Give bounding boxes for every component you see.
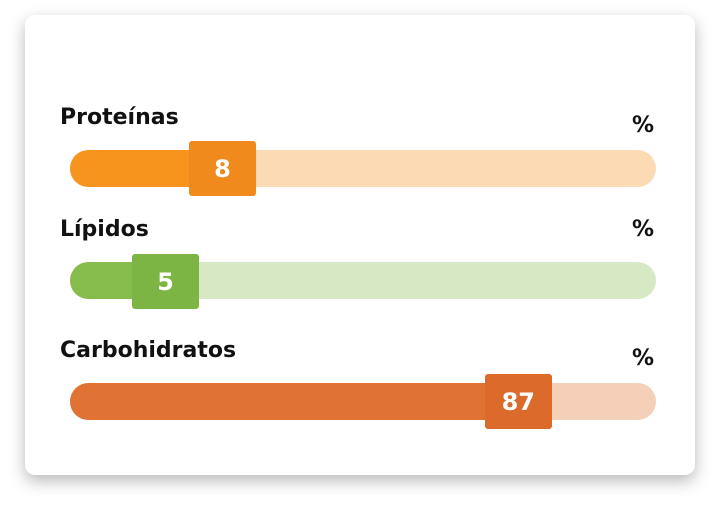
nutrient-card: Proteínas % 8 Lípidos % 5 Carbohidratos … [25, 15, 695, 475]
slider-label: Carbohidratos [60, 338, 237, 363]
unit-label: % [631, 113, 654, 138]
unit-label: % [631, 346, 654, 371]
slider-label: Lípidos [60, 217, 149, 242]
slider-track[interactable] [70, 383, 656, 420]
slider-row-carbohidratos: Carbohidratos % 87 [25, 338, 695, 438]
slider-thumb[interactable]: 87 [484, 374, 552, 429]
slider-row-proteinas: Proteínas % 8 [25, 105, 695, 205]
slider-track[interactable] [70, 150, 656, 187]
unit-label: % [631, 217, 654, 242]
slider-fill [70, 383, 519, 420]
slider-label: Proteínas [60, 105, 179, 130]
slider-thumb[interactable]: 8 [189, 141, 256, 196]
slider-row-lipidos: Lípidos % 5 [25, 217, 695, 317]
slider-thumb[interactable]: 5 [132, 254, 199, 309]
